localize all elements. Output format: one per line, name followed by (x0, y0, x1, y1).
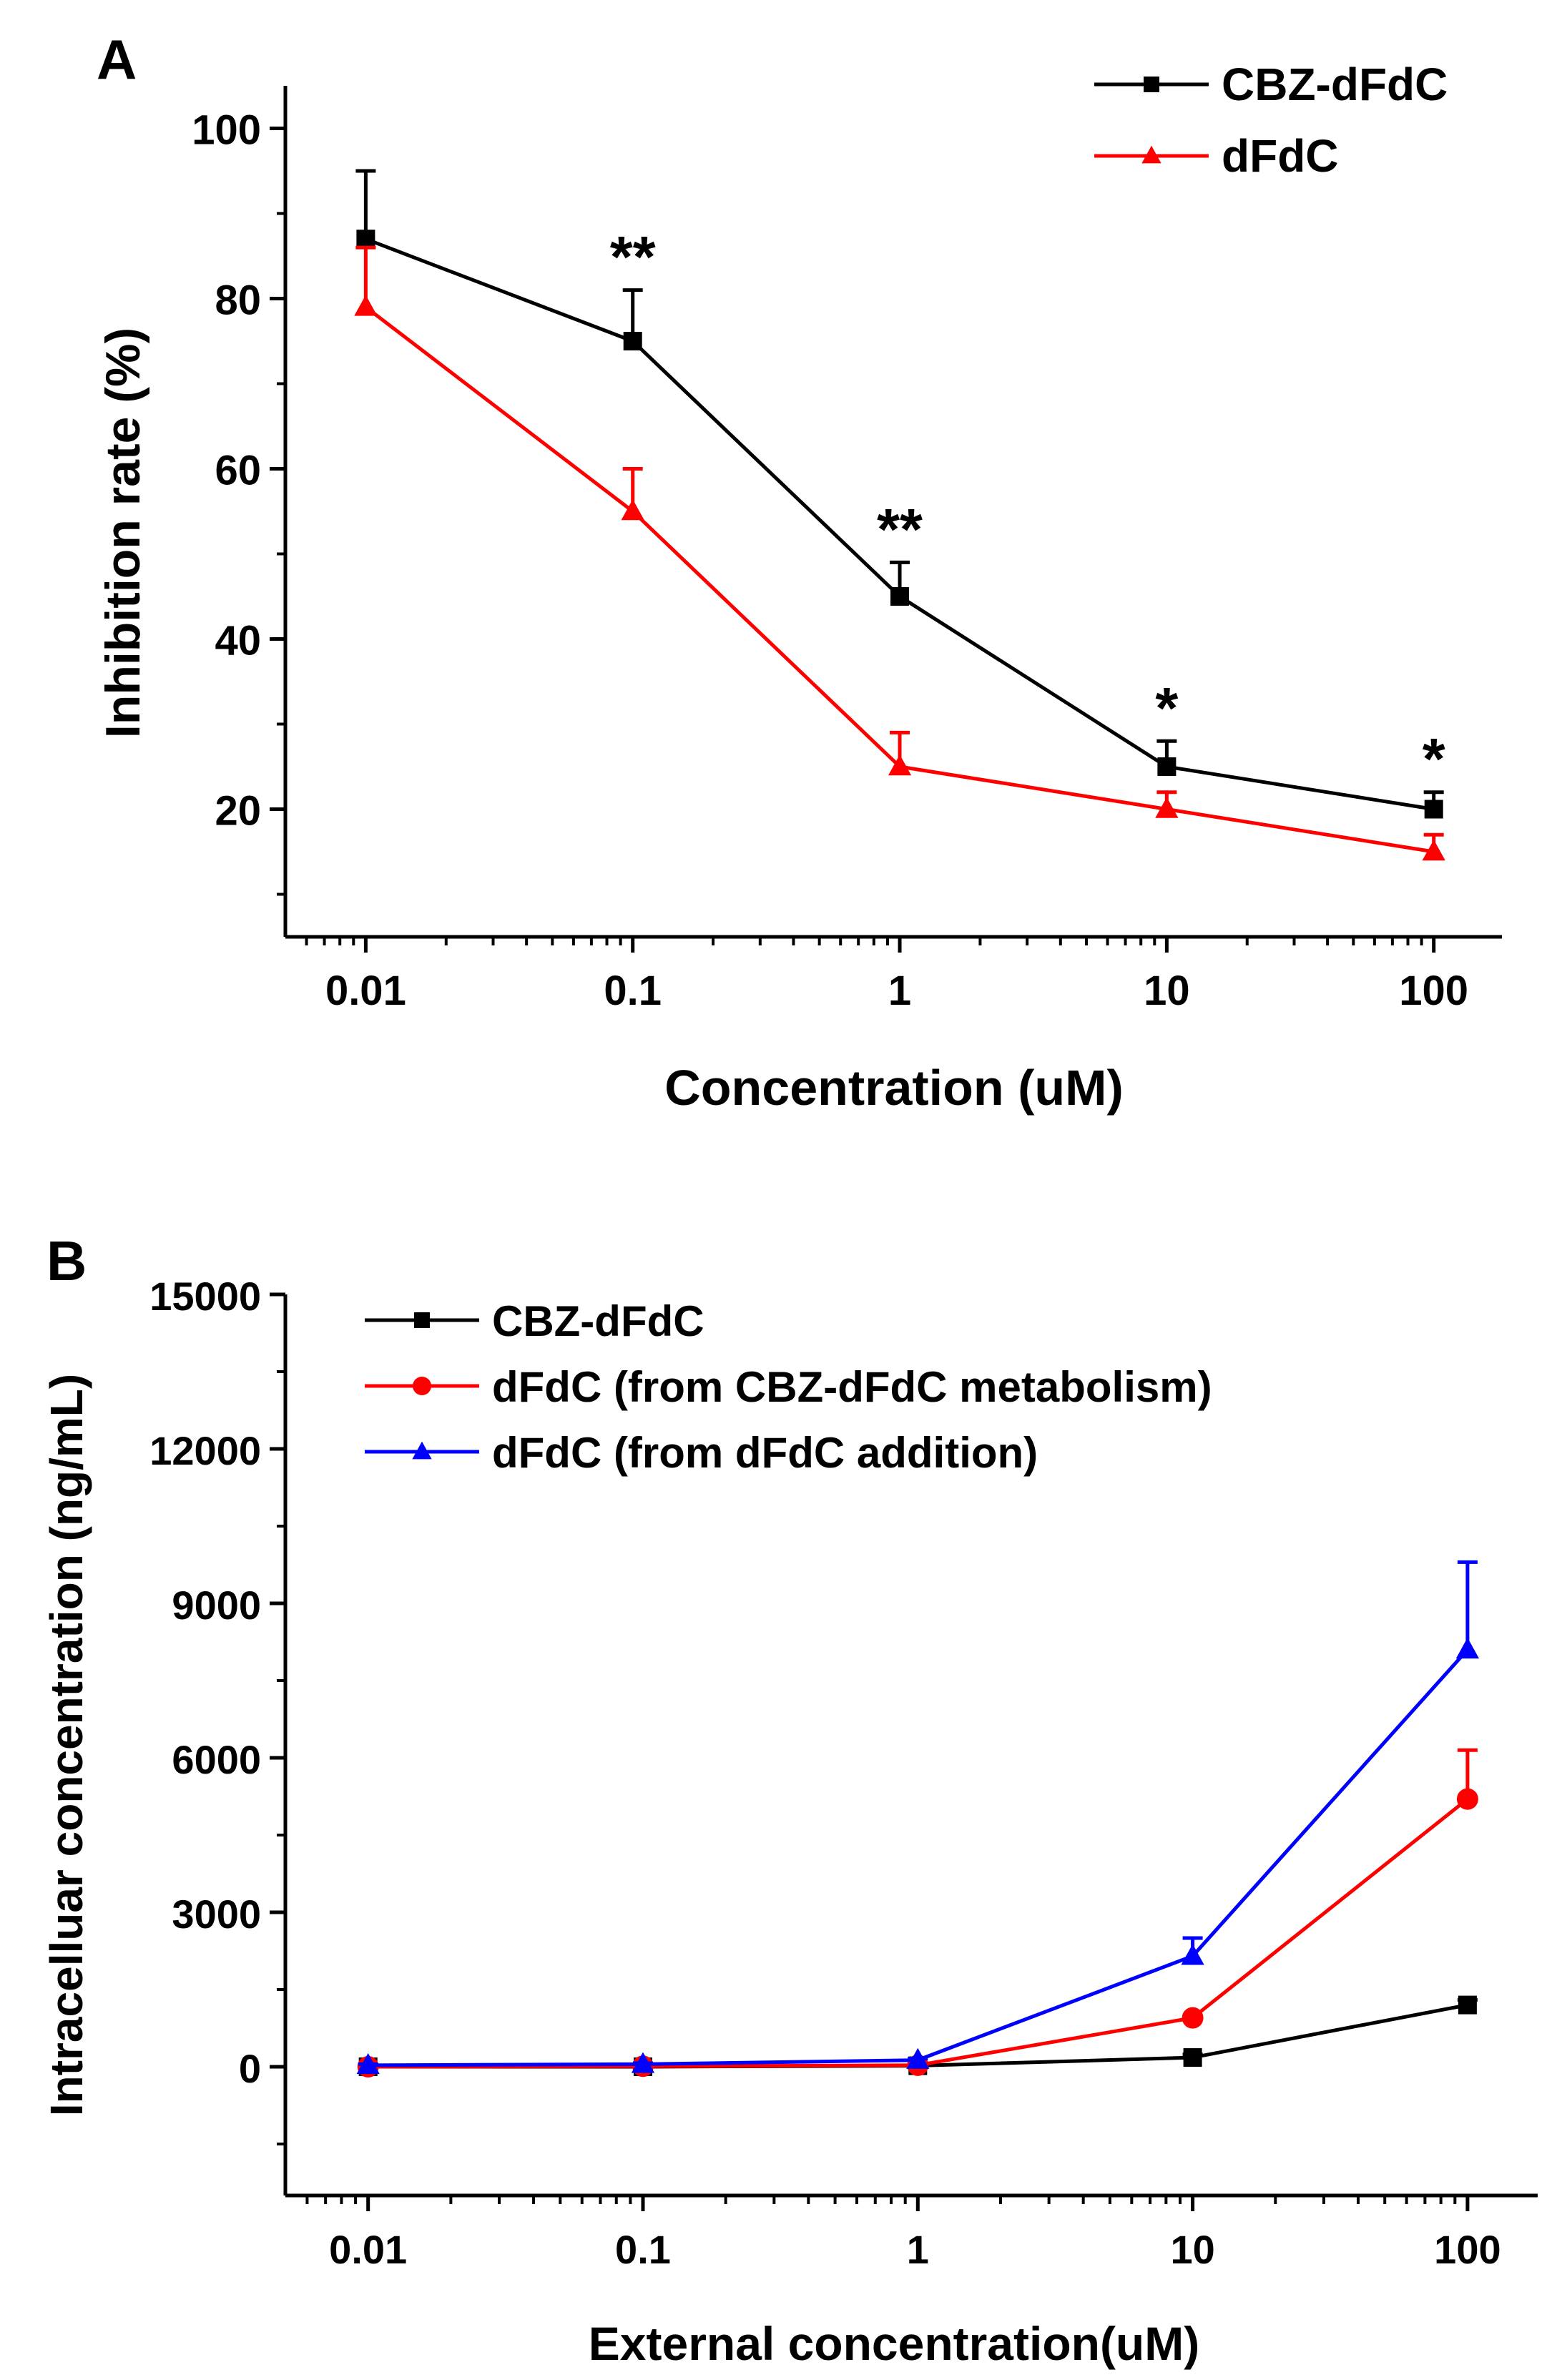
panel-a-significance-mark: ** (877, 497, 923, 562)
panel-b-xtick-label: 0.1 (615, 2227, 671, 2272)
panel-b-y-axis-label: Intracelluar concentration (ng/mL) (41, 1374, 92, 2116)
panel-b-ytick-label: 9000 (172, 1583, 261, 1628)
panel-b-series-line (368, 1797, 1469, 2069)
panel-a-label: A (97, 28, 137, 91)
panel-b-legend-marker (412, 1441, 432, 1460)
panel-a-data-point (888, 754, 912, 776)
panel-a-data-point (356, 230, 375, 249)
panel-a-data-point (1422, 840, 1445, 861)
panel-b-xtick-label: 100 (1434, 2227, 1500, 2272)
panel-b-legend-item: CBZ-dFdC (365, 1297, 704, 1345)
panel-b-ytick-label: 0 (239, 2046, 261, 2091)
panel-a-xtick-label: 0.1 (604, 968, 662, 1014)
panel-b-data-point (1455, 1637, 1480, 1659)
panel-a-data-point (623, 332, 642, 350)
panel-b-data-point (631, 2052, 655, 2073)
panel-b-data-point (1183, 2048, 1202, 2067)
panel-a-data-point (890, 587, 910, 606)
panel-b-legend-item: dFdC (from CBZ-dFdC metabolism) (365, 1363, 1212, 1411)
panel-b-legend-label: dFdC (from CBZ-dFdC metabolism) (492, 1363, 1212, 1411)
panel-a-xtick-label: 1 (888, 968, 911, 1014)
panel-a-data-point (1157, 757, 1177, 776)
panel-a-data-point (354, 295, 378, 316)
panel-a-significance-mark: * (1155, 676, 1178, 741)
panel-b-series-1 (357, 1748, 1478, 2077)
panel-b-xtick-label: 0.01 (329, 2227, 407, 2272)
panel-a-legend-marker (1141, 145, 1161, 164)
panel-a-legend-item: dFdC (1094, 130, 1339, 182)
panel-b-data-point (906, 2047, 930, 2069)
panel-a-y-axis-label: Inhibition rate (%) (96, 328, 150, 738)
panel-a-legend-item: CBZ-dFdC (1094, 59, 1448, 110)
panel-a-series-0 (355, 169, 1444, 819)
panel-b-legend-item: dFdC (from dFdC addition) (365, 1429, 1038, 1477)
panel-b-series-line (368, 1648, 1469, 2067)
panel-b-legend-label: dFdC (from dFdC addition) (492, 1429, 1038, 1477)
panel-a-ytick-label: 80 (215, 277, 261, 324)
panel-b-data-point (356, 2052, 380, 2075)
panel-b-legend-marker (414, 1312, 430, 1328)
panel-a-xtick-label: 0.01 (325, 968, 406, 1014)
panel-a-legend-marker (1144, 77, 1159, 92)
panel-a-legend: CBZ-dFdC dFdC (1094, 59, 1448, 182)
panel-b-data-point (1181, 1944, 1204, 1965)
panel-b-data-point (1182, 2007, 1204, 2029)
panel-b-ytick-label: 12000 (149, 1428, 261, 1473)
panel-a-xtick-label: 10 (1144, 968, 1190, 1014)
panel-a-xtick-label: 100 (1399, 968, 1468, 1014)
panel-a-data-point (621, 499, 644, 521)
panel-b-ytick-label: 15000 (149, 1274, 261, 1319)
panel-b-label: B (46, 1229, 87, 1292)
panel-a-legend-label: dFdC (1222, 130, 1339, 182)
panel-a-significance-mark: ** (610, 225, 656, 290)
panel-a-legend-label: CBZ-dFdC (1222, 59, 1448, 110)
panel-a-ytick-label: 100 (192, 107, 261, 154)
panel-b-x-axis-label: External concentration(uM) (589, 2317, 1199, 2370)
panel-a-significance-mark: * (1423, 727, 1445, 792)
panel-a-ytick-label: 60 (215, 448, 261, 494)
panel-b-legend-label: CBZ-dFdC (492, 1297, 704, 1345)
panel-a-series-1 (354, 245, 1445, 861)
panel-b-data-point (1456, 1788, 1478, 1810)
panel-a-data-point (1155, 797, 1179, 818)
panel-b-legend-marker (413, 1377, 431, 1395)
panel-b-ytick-label: 6000 (172, 1737, 261, 1782)
panel-b-ytick-label: 3000 (172, 1892, 261, 1937)
panel-b-legend: CBZ-dFdC dFdC (from CBZ-dFdC metabolism) d… (365, 1297, 1212, 1477)
panel-a-ytick-label: 20 (215, 788, 261, 835)
panel-a-data-point (1424, 800, 1443, 819)
panel-b-xtick-label: 10 (1170, 2227, 1214, 2272)
panel-b-series-2 (356, 1560, 1480, 2075)
panel-b-xtick-label: 1 (907, 2227, 929, 2272)
panel-a-ytick-label: 40 (215, 618, 261, 664)
panel-a-x-axis-label: Concentration (uM) (664, 1060, 1124, 1116)
panel-b-data-point (1458, 1995, 1477, 2015)
